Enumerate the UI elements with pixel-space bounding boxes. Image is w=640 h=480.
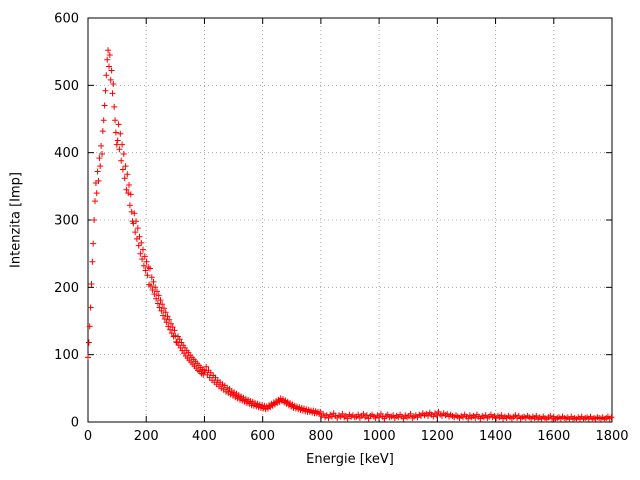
x-tick-label: 1800 [595, 429, 628, 444]
y-tick-label: 100 [54, 348, 79, 363]
x-tick-label: 1600 [537, 429, 570, 444]
x-tick-label: 200 [134, 429, 159, 444]
y-tick-label: 400 [54, 146, 79, 161]
tick-labels: 0 200 400 600 800 1000 1200 1400 1600 1800 0 100 200… [54, 12, 628, 445]
x-tick-label: 1000 [363, 429, 396, 444]
y-axis-label: Intenzita [Imp] [8, 172, 24, 268]
tick-marks [87, 17, 613, 423]
x-tick-label: 400 [192, 429, 217, 444]
grid-lines [88, 18, 612, 422]
x-tick-label: 800 [308, 429, 333, 444]
x-tick-label: 1400 [479, 429, 512, 444]
y-tick-label: 500 [54, 79, 79, 94]
y-tick-label: 200 [54, 281, 79, 296]
x-tick-label: 0 [84, 429, 92, 444]
x-axis-label: Energie [keV] [306, 452, 394, 467]
plot-border [87, 17, 613, 423]
x-tick-label: 600 [250, 429, 275, 444]
data-points [85, 47, 615, 423]
x-tick-label: 1200 [421, 429, 454, 444]
y-tick-label: 0 [71, 416, 79, 431]
y-tick-label: 600 [54, 12, 79, 27]
y-tick-label: 300 [54, 214, 79, 229]
